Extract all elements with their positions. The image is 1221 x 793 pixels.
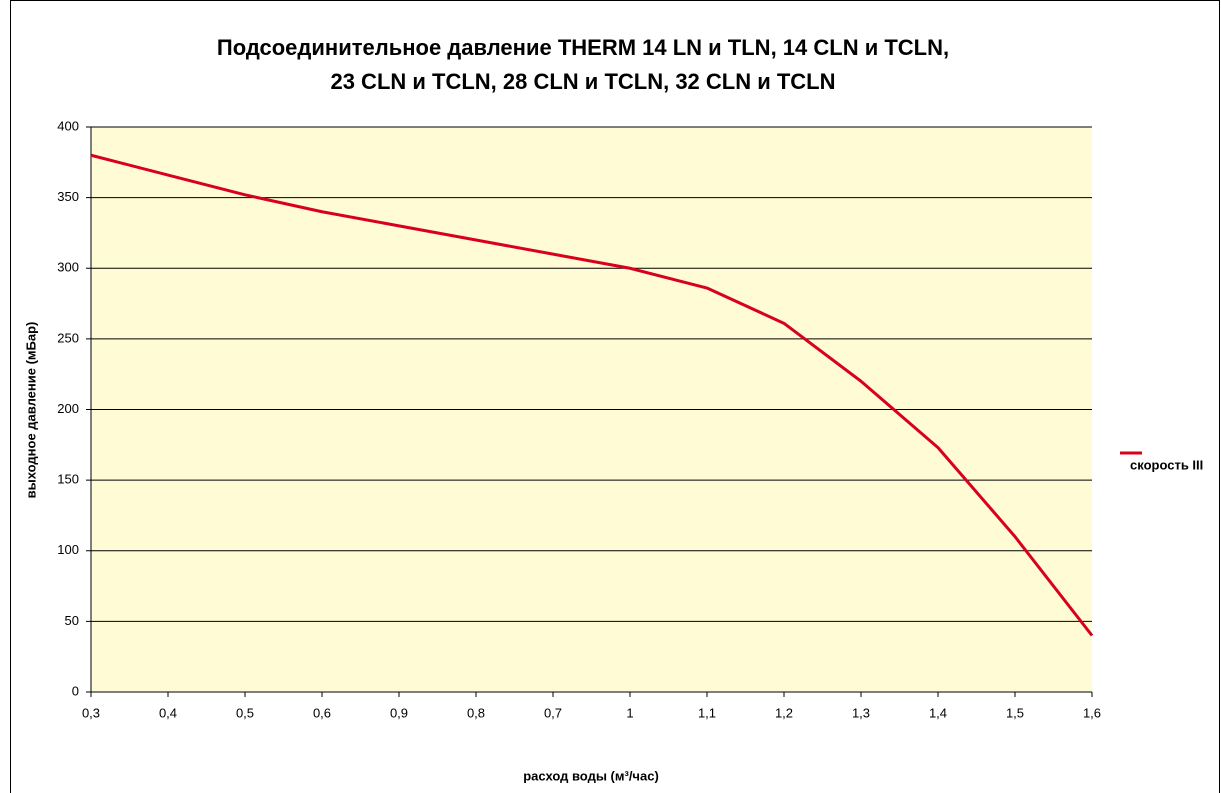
y-tick-label: 50 xyxy=(65,613,79,628)
x-tick-label: 0,9 xyxy=(390,705,408,720)
data-line xyxy=(90,153,1094,637)
x-tick-label: 1,2 xyxy=(775,705,793,720)
x-tick-label: 1 xyxy=(626,705,633,720)
x-axis-label: расход воды (м³/час) xyxy=(523,768,659,783)
y-axis-label: выходное давление (мБар) xyxy=(23,322,38,499)
x-tick-label: 1,6 xyxy=(1083,705,1101,720)
y-tick-label: 100 xyxy=(57,542,79,557)
y-tick-label: 0 xyxy=(72,683,79,698)
x-tick-label: 0,5 xyxy=(236,705,254,720)
x-tick-label: 0,8 xyxy=(467,705,485,720)
y-tick-label: 350 xyxy=(57,189,79,204)
x-tick-label: 1,1 xyxy=(698,705,716,720)
x-tick-label: 1,4 xyxy=(929,705,947,720)
y-tick-label: 150 xyxy=(57,472,79,487)
legend-label: скорость III xyxy=(1130,457,1203,472)
y-tick-label: 250 xyxy=(57,330,79,345)
y-tick-label: 400 xyxy=(57,118,79,133)
y-tick-label: 300 xyxy=(57,260,79,275)
x-tick-label: 0,7 xyxy=(544,705,562,720)
x-tick-label: 0,6 xyxy=(313,705,331,720)
x-tick-label: 0,3 xyxy=(82,705,100,720)
x-tick-label: 0,4 xyxy=(159,705,177,720)
y-tick-label: 200 xyxy=(57,401,79,416)
x-tick-label: 1,5 xyxy=(1006,705,1024,720)
chart-title: 23 CLN и TCLN, 28 CLN и TCLN, 32 CLN и T… xyxy=(330,69,835,94)
x-tick-label: 1,3 xyxy=(852,705,870,720)
chart-title: Подсоединительное давление THERM 14 LN и… xyxy=(217,35,949,60)
